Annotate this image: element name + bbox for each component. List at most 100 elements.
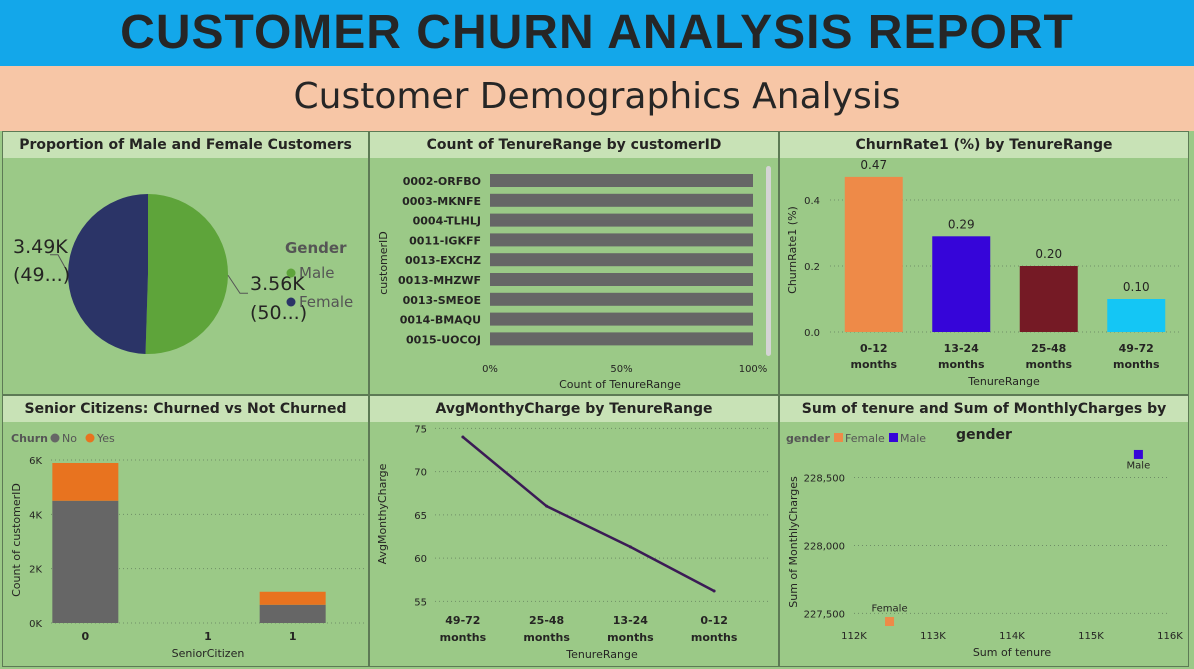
tenure-count-panel[interactable]: Count of TenureRange by customerID 0002-… xyxy=(369,131,779,395)
scatter-x-tick: 116K xyxy=(1157,631,1183,642)
hbar-category-label: 0015-UOCOJ xyxy=(406,333,481,346)
gender-scatter-panel[interactable]: Sum of tenure and Sum of MonthlyCharges … xyxy=(779,395,1189,667)
pie-legend-label-male: Male xyxy=(299,264,335,282)
churn-x-axis-title: TenureRange xyxy=(967,375,1040,388)
churn-rate-chart[interactable]: 0.0 0.2 0.4 0.47 0-12 months 0.29 13-24 months 0.… xyxy=(780,132,1189,395)
hbar-0015-uocoj xyxy=(490,332,753,346)
churn-x-tick: 25-48 xyxy=(1031,342,1066,355)
churn-rate-title: ChurnRate1 (%) by TenureRange xyxy=(780,132,1188,158)
line-x-tick-line2: months xyxy=(607,631,654,644)
hbar-category-label: 0013-EXCHZ xyxy=(405,254,481,267)
senior-chart[interactable]: Churn No Yes 0K 2K 4K 6K 0 1 1 SeniorCitizen Count … xyxy=(3,396,369,667)
line-x-tick: 49-72 xyxy=(445,614,480,627)
avg-charge-panel[interactable]: AvgMonthyCharge by TenureRange 55 60 65 70 7… xyxy=(369,395,779,667)
hbar-0011-igkff xyxy=(490,233,753,247)
pie-sublabel-female: (49...) xyxy=(13,264,70,286)
hbar-0004-tlhlj xyxy=(490,213,753,227)
senior-title: Senior Citizens: Churned vs Not Churned xyxy=(3,396,368,422)
churn-data-label: 0.20 xyxy=(1035,247,1062,261)
pie-label-male: 3.56K xyxy=(250,273,305,295)
pie-slice-female xyxy=(67,194,148,354)
churn-rate-panel[interactable]: ChurnRate1 (%) by TenureRange 0.0 0.2 0.4 0… xyxy=(779,131,1189,395)
gender-pie-title: Proportion of Male and Female Customers xyxy=(3,132,368,158)
hbar-x-tick: 100% xyxy=(739,364,768,375)
hbar-y-axis-title: customerID xyxy=(377,231,390,295)
tenure-count-chart[interactable]: 0002-ORFBO 0003-MKNFE 0004-TLHLJ 0011-IGKFF… xyxy=(370,132,779,395)
churn-data-label: 0.29 xyxy=(948,217,975,231)
hbar-0013-smeoe xyxy=(490,292,753,306)
hbar-0013-exchz xyxy=(490,253,753,267)
churn-x-tick-line2: months xyxy=(938,358,985,371)
pie-leader-female xyxy=(50,254,69,273)
line-y-tick: 65 xyxy=(414,511,427,522)
line-series-avg-charge xyxy=(462,436,715,593)
scatter-x-tick: 113K xyxy=(920,631,946,642)
gender-scatter-chart[interactable]: gender Female Male 227,500 228,000 228,500 112… xyxy=(780,396,1189,667)
hbar-0013-mhzwf xyxy=(490,273,753,286)
scatter-point-label-female: Female xyxy=(871,603,907,614)
pie-label-female: 3.49K xyxy=(13,236,68,258)
hbar-x-tick: 0% xyxy=(482,364,498,375)
hbar-0014-bmaqu xyxy=(490,312,753,326)
churn-bar-25-48 xyxy=(1019,266,1078,332)
scatter-legend-label-male: Male xyxy=(900,432,926,445)
line-point-13-24 xyxy=(628,545,632,549)
line-x-tick: 13-24 xyxy=(613,614,649,627)
hbar-x-axis-title: Count of TenureRange xyxy=(559,378,681,391)
churn-x-tick-line2: months xyxy=(851,358,898,371)
senior-legend-marker-no xyxy=(50,433,60,443)
churn-y-tick: 0.2 xyxy=(804,262,820,273)
churn-x-tick: 49-72 xyxy=(1119,342,1154,355)
hbar-category-label: 0013-MHZWF xyxy=(398,274,481,287)
pie-legend-title: Gender xyxy=(285,239,347,257)
scatter-point-label-male: Male xyxy=(1127,460,1151,471)
churn-data-label: 0.10 xyxy=(1123,280,1150,294)
senior-legend-marker-yes xyxy=(85,433,95,443)
gender-pie-panel[interactable]: Proportion of Male and Female Customers … xyxy=(2,131,369,395)
avg-charge-chart[interactable]: 55 60 65 70 75 49-72 months 25-48 months 13-24 mon… xyxy=(370,396,779,667)
tenure-count-title: Count of TenureRange by customerID xyxy=(370,132,778,158)
scatter-legend-marker-female xyxy=(834,433,843,442)
scatter-y-axis-title: Sum of MonthlyCharges xyxy=(787,476,800,608)
gender-pie-chart[interactable]: 3.56K (50...) 3.49K (49...) Gender Male Female xyxy=(3,132,369,395)
senior-panel[interactable]: Senior Citizens: Churned vs Not Churned … xyxy=(2,395,369,667)
pie-leader-male xyxy=(227,274,248,294)
line-point-49-72 xyxy=(461,435,465,439)
hbar-category-label: 0014-BMAQU xyxy=(400,314,481,327)
scatter-x-tick: 112K xyxy=(841,631,867,642)
hbar-category-label: 0002-ORFBO xyxy=(403,175,481,188)
scatter-point-female xyxy=(885,616,895,626)
churn-y-axis-title: ChurnRate1 (%) xyxy=(786,206,799,294)
line-x-tick-line2: months xyxy=(691,631,738,644)
churn-bar-0-12 xyxy=(844,176,903,332)
hbar-category-label: 0011-IGKFF xyxy=(409,234,481,247)
line-x-tick-line2: months xyxy=(523,631,570,644)
churn-x-tick-line2: months xyxy=(1113,358,1160,371)
line-point-25-48 xyxy=(545,504,549,508)
pie-sublabel-male: (50...) xyxy=(250,302,307,324)
churn-y-tick: 0.4 xyxy=(804,196,820,207)
hbar-scrollbar-thumb xyxy=(766,166,771,356)
report-subtitle: Customer Demographics Analysis xyxy=(293,76,901,117)
churn-x-tick: 0-12 xyxy=(860,342,888,355)
senior-bar-yes-2 xyxy=(259,591,326,605)
senior-bar-no-0 xyxy=(52,500,119,623)
scatter-x-tick: 115K xyxy=(1078,631,1104,642)
line-y-axis-title: AvgMonthyCharge xyxy=(376,463,389,564)
senior-x-tick: 1 xyxy=(289,630,297,643)
scatter-legend-marker-male xyxy=(889,433,898,442)
senior-x-tick: 0 xyxy=(82,630,90,643)
pie-legend-marker-male xyxy=(286,268,296,278)
scatter-legend-label-female: Female xyxy=(845,432,885,445)
senior-legend-title: Churn xyxy=(11,432,48,445)
senior-y-axis-title: Count of customerID xyxy=(10,483,23,597)
report-title: CUSTOMER CHURN ANALYSIS REPORT xyxy=(120,6,1074,59)
hbar-0002-orfbo xyxy=(490,174,753,187)
senior-legend-label-yes: Yes xyxy=(96,432,115,445)
senior-y-tick: 0K xyxy=(29,619,42,630)
line-x-tick: 0-12 xyxy=(700,614,728,627)
gender-scatter-title: Sum of tenure and Sum of MonthlyCharges … xyxy=(780,396,1188,443)
scatter-x-axis-title: Sum of tenure xyxy=(973,646,1052,659)
senior-bar-yes-0 xyxy=(52,462,119,501)
senior-y-tick: 4K xyxy=(29,510,42,521)
